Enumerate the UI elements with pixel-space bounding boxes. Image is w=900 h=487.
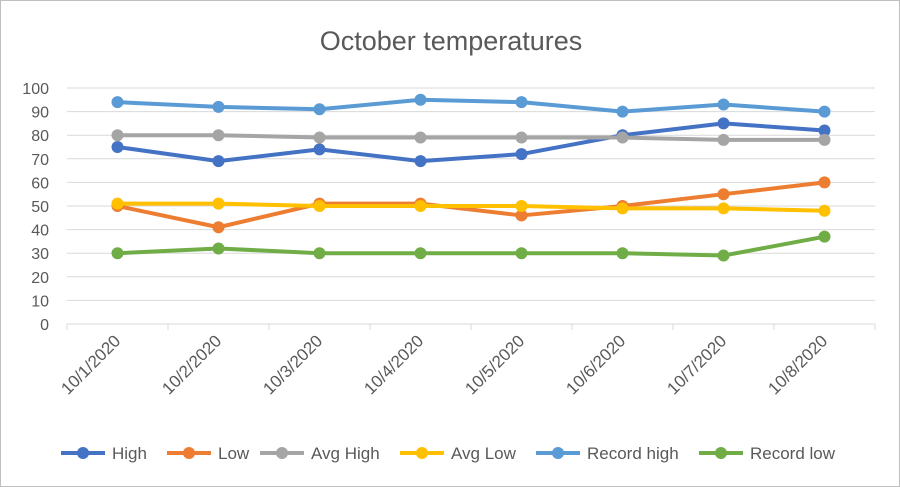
legend-label: Record low	[750, 444, 836, 463]
legend: High Low Avg High Avg Low Record high Record …	[61, 444, 836, 463]
series-avg-high	[111, 129, 831, 146]
data-point	[818, 124, 831, 137]
data-point	[313, 247, 326, 260]
legend-swatch-marker	[276, 447, 288, 459]
data-point	[111, 197, 124, 210]
series-line	[115, 234, 827, 258]
data-point	[818, 230, 831, 243]
data-point	[212, 242, 225, 255]
y-tick-label: 60	[31, 175, 49, 192]
legend-label: Low	[218, 444, 250, 463]
x-tick-label: 10/3/2020	[259, 331, 326, 398]
data-point	[515, 131, 528, 144]
series-layer	[111, 93, 831, 262]
legend-swatch-marker	[715, 447, 727, 459]
data-point	[818, 176, 831, 189]
data-point	[414, 155, 427, 168]
data-point	[515, 209, 528, 222]
legend-label: High	[112, 444, 147, 463]
data-point	[414, 200, 427, 212]
grid-layer	[67, 87, 875, 301]
y-tick-label: 50	[31, 199, 49, 216]
data-point	[616, 202, 629, 215]
data-point	[515, 200, 528, 212]
data-point	[414, 247, 427, 260]
series-avg-low	[111, 197, 831, 217]
data-point	[818, 105, 831, 118]
legend-swatch-marker	[77, 447, 89, 459]
series-line	[115, 97, 827, 114]
data-point	[717, 98, 730, 111]
data-point	[515, 247, 528, 260]
data-point	[717, 117, 730, 130]
data-point	[313, 131, 326, 144]
series-line	[115, 180, 827, 230]
x-tick-label: 10/6/2020	[562, 331, 629, 398]
y-tick-label: 20	[31, 270, 49, 287]
y-tick-label: 100	[22, 81, 49, 98]
y-tick-label: 40	[31, 223, 49, 240]
data-point	[616, 105, 629, 118]
data-point	[111, 141, 124, 153]
legend-label: Record high	[587, 444, 679, 463]
legend-item: Avg Low	[400, 444, 517, 463]
data-point	[414, 93, 427, 106]
data-point	[313, 200, 326, 212]
legend-swatch-marker	[183, 447, 195, 459]
data-point	[111, 247, 124, 260]
x-tick-label: 10/2/2020	[158, 331, 225, 398]
data-point	[313, 103, 326, 116]
y-tick-label: 80	[31, 128, 49, 145]
data-point	[212, 155, 225, 168]
x-tick-label: 10/4/2020	[360, 331, 427, 398]
data-point	[616, 131, 629, 144]
series-record-low	[111, 230, 831, 262]
y-tick-label: 30	[31, 246, 49, 263]
data-point	[818, 204, 831, 217]
legend-item: Record low	[699, 444, 836, 463]
data-point	[515, 96, 528, 109]
series-line	[115, 201, 827, 213]
legend-item: Record high	[536, 444, 679, 463]
legend-label: Avg High	[311, 444, 380, 463]
data-point	[414, 131, 427, 144]
data-point	[717, 133, 730, 146]
data-point	[616, 247, 629, 260]
legend-swatch-marker	[552, 447, 564, 459]
y-tick-label: 70	[31, 152, 49, 169]
x-tick-label: 10/8/2020	[764, 331, 831, 398]
legend-item: High	[61, 444, 147, 463]
axis-layer: 0 10 20 30 40 50 60 70 80 90 100 10/1/2020 10/2/2020…	[22, 81, 876, 398]
data-point	[212, 100, 225, 113]
data-point	[818, 133, 831, 146]
data-point	[717, 249, 730, 262]
data-point	[111, 129, 124, 142]
legend-swatch-marker	[416, 447, 428, 459]
y-tick-label: 10	[31, 293, 49, 310]
legend-item: Avg High	[260, 444, 380, 463]
x-tick-label: 10/5/2020	[461, 331, 528, 398]
series-line	[115, 121, 827, 164]
legend-label: Avg Low	[451, 444, 517, 463]
chart-title: October temperatures	[320, 26, 583, 56]
series-record-high	[111, 93, 831, 118]
data-point	[111, 96, 124, 109]
y-tick-label: 90	[31, 105, 49, 122]
x-tick-label: 10/1/2020	[57, 331, 124, 398]
data-point	[515, 148, 528, 161]
x-tick-label: 10/7/2020	[663, 331, 730, 398]
data-point	[717, 202, 730, 215]
data-point	[212, 197, 225, 210]
legend-item: Low	[167, 444, 250, 463]
data-point	[717, 188, 730, 201]
y-tick-label: 0	[40, 317, 49, 334]
series-line	[115, 133, 827, 142]
data-point	[212, 221, 225, 234]
data-point	[212, 129, 225, 142]
data-point	[313, 143, 326, 156]
